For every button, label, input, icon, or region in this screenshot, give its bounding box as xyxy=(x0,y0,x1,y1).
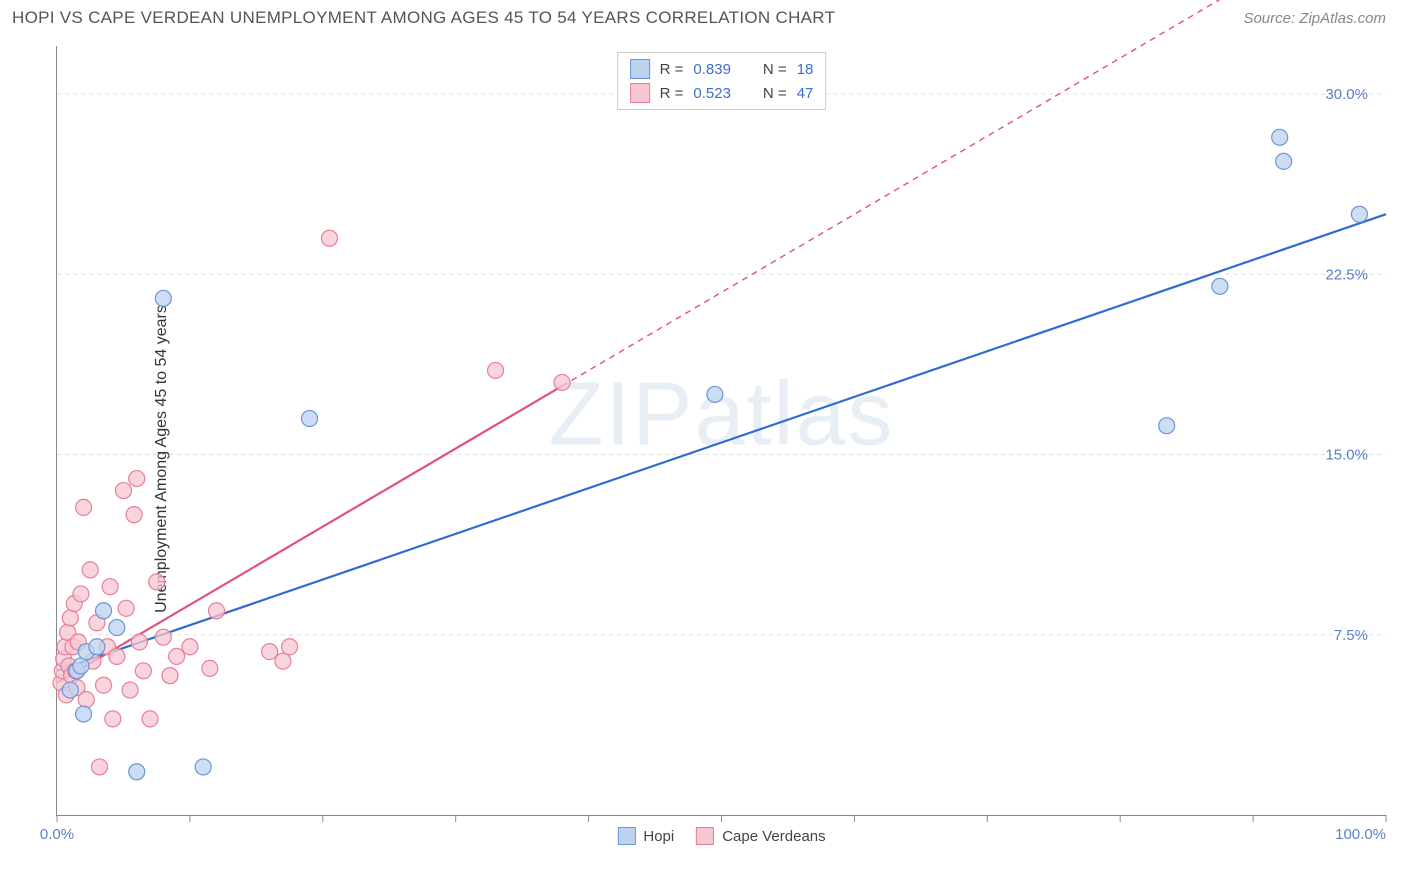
x-axis-min-label: 0.0% xyxy=(40,826,74,843)
legend-stats: R = 0.839 N = 18 R = 0.523 N = 47 xyxy=(617,52,827,110)
legend-swatch-icon xyxy=(630,83,650,103)
legend-n-value: 47 xyxy=(797,85,814,102)
plot-svg: 7.5% 15.0% 22.5% 30.0% xyxy=(57,46,1386,815)
legend-r-label: R = xyxy=(660,61,684,78)
legend-item-label: Cape Verdeans xyxy=(722,828,825,845)
legend-swatch-icon xyxy=(630,59,650,79)
legend-stats-row: R = 0.523 N = 47 xyxy=(626,81,818,105)
legend-swatch-icon xyxy=(617,827,635,845)
svg-text:22.5%: 22.5% xyxy=(1325,266,1368,283)
svg-text:15.0%: 15.0% xyxy=(1325,447,1368,464)
legend-item: Cape Verdeans xyxy=(696,827,825,845)
plot-area: ZIPatlas 7.5%15.0%22.5%30.0% R = 0.839 N… xyxy=(56,46,1386,816)
legend-swatch-icon xyxy=(696,827,714,845)
legend-r-label: R = xyxy=(660,85,684,102)
legend-n-label: N = xyxy=(763,85,787,102)
legend-stats-row: R = 0.839 N = 18 xyxy=(626,57,818,81)
legend-n-label: N = xyxy=(763,61,787,78)
svg-text:7.5%: 7.5% xyxy=(1334,627,1368,644)
x-axis-max-label: 100.0% xyxy=(1335,826,1386,843)
chart-container: Unemployment Among Ages 45 to 54 years Z… xyxy=(12,38,1394,880)
chart-header: HOPI VS CAPE VERDEAN UNEMPLOYMENT AMONG … xyxy=(0,0,1406,32)
legend-item-label: Hopi xyxy=(643,828,674,845)
legend-item: Hopi xyxy=(617,827,674,845)
svg-text:30.0%: 30.0% xyxy=(1325,86,1368,103)
chart-title: HOPI VS CAPE VERDEAN UNEMPLOYMENT AMONG … xyxy=(12,8,835,28)
legend-r-value: 0.839 xyxy=(693,61,731,78)
chart-source: Source: ZipAtlas.com xyxy=(1243,10,1386,27)
legend-n-value: 18 xyxy=(797,61,814,78)
legend-series: Hopi Cape Verdeans xyxy=(617,827,825,845)
legend-r-value: 0.523 xyxy=(693,85,731,102)
